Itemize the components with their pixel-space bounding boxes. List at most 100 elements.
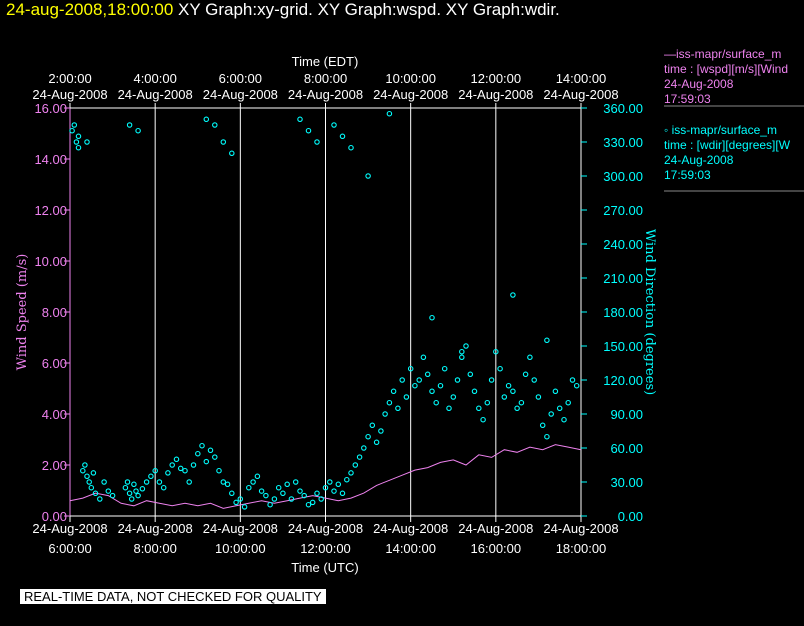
wdir-point xyxy=(224,481,231,488)
wdir-point xyxy=(424,371,431,378)
wdir-point xyxy=(216,467,222,474)
left-tick-label: 8.00 xyxy=(42,305,67,320)
legend-wspd: —iss-mapr/surface_m time : [wspd][m/s][W… xyxy=(664,47,804,107)
wdir-point xyxy=(573,382,580,389)
wdir-point xyxy=(446,405,452,412)
legend-wspd-var: time : [wspd][m/s][Wind xyxy=(664,62,789,76)
wdir-point xyxy=(126,122,133,128)
wdir-point xyxy=(386,110,393,117)
wdir-point xyxy=(220,479,227,485)
right-tick-label: 90.00 xyxy=(610,407,643,422)
wdir-point xyxy=(361,445,367,451)
wdir-point xyxy=(263,492,269,499)
wdir-point xyxy=(535,394,542,400)
wdir-point xyxy=(484,399,491,406)
wdir-point xyxy=(271,496,278,502)
wdir-point xyxy=(395,405,401,412)
bottom-tick-time: 10:00:00 xyxy=(215,541,266,556)
wdir-point xyxy=(135,492,141,499)
right-tick-label: 240.00 xyxy=(603,237,643,252)
wdir-point xyxy=(84,139,90,145)
left-tick-label: 12.00 xyxy=(34,203,67,218)
wdir-point xyxy=(275,484,282,491)
wdir-point xyxy=(280,490,286,497)
legend-wdir-var: time : [wdir][degrees][W xyxy=(664,138,791,152)
wdir-point xyxy=(220,139,227,145)
wdir-point xyxy=(356,454,363,460)
wdir-point xyxy=(186,479,192,485)
top-tick-date: 24-Aug-2008 xyxy=(288,87,363,102)
wdir-point xyxy=(203,116,210,123)
wdir-point xyxy=(348,470,354,476)
wdir-point xyxy=(339,490,346,497)
wdir-point xyxy=(133,488,139,494)
top-tick-time: 12:00:00 xyxy=(471,71,522,86)
wdir-point xyxy=(480,416,486,423)
wdir-point xyxy=(429,314,435,321)
top-tick-time: 6:00:00 xyxy=(219,71,262,86)
wdir-point xyxy=(510,292,516,298)
wdir-point xyxy=(390,388,397,395)
wdir-point xyxy=(92,490,99,497)
wdir-point xyxy=(229,150,235,157)
top-tick-date: 24-Aug-2008 xyxy=(373,87,448,102)
wdir-point xyxy=(258,488,265,494)
wdir-point xyxy=(233,499,239,506)
top-tick-date: 24-Aug-2008 xyxy=(32,87,107,102)
top-tick-date: 24-Aug-2008 xyxy=(543,87,618,102)
wdir-point xyxy=(75,144,82,151)
right-tick-label: 180.00 xyxy=(603,305,643,320)
legend-wspd-source: —iss-mapr/surface_m xyxy=(664,47,782,61)
wdir-point xyxy=(297,116,303,123)
wdir-point xyxy=(69,127,75,134)
wdir-point xyxy=(126,490,133,497)
wdir-point xyxy=(378,428,384,434)
wdir-point xyxy=(407,365,414,372)
wdir-point xyxy=(403,394,410,400)
wdir-point xyxy=(344,476,350,483)
left-tick-label: 14.00 xyxy=(34,152,67,167)
wspd-line xyxy=(69,444,582,509)
wdir-point xyxy=(124,479,131,485)
right-tick-label: 0.00 xyxy=(618,509,643,524)
top-tick-date: 24-Aug-2008 xyxy=(118,87,193,102)
top-tick-time: 2:00:00 xyxy=(48,71,91,86)
right-tick-label: 60.00 xyxy=(610,441,643,456)
wdir-point xyxy=(548,411,554,417)
wdir-point xyxy=(160,484,167,491)
left-tick-label: 16.00 xyxy=(34,101,67,116)
top-tick-date: 24-Aug-2008 xyxy=(458,87,533,102)
wdir-point xyxy=(467,371,474,378)
wdir-point xyxy=(237,496,244,502)
wdir-point xyxy=(148,473,154,480)
bottom-tick-date: 24-Aug-2008 xyxy=(32,521,107,536)
wdir-point xyxy=(199,442,205,449)
wdir-point xyxy=(305,127,312,134)
wdir-point xyxy=(369,422,376,429)
wdir-point xyxy=(476,405,482,412)
wdir-point xyxy=(165,470,171,476)
bottom-tick-date: 24-Aug-2008 xyxy=(288,521,363,536)
wdir-point xyxy=(518,399,525,406)
wdir-point xyxy=(156,479,163,485)
wdir-point xyxy=(471,388,478,395)
top-tick-time: 8:00:00 xyxy=(304,71,347,86)
chart-title: 24-aug-2008,18:00:00 XY Graph:xy-grid. X… xyxy=(6,0,560,20)
wdir-point xyxy=(75,133,82,140)
wdir-point xyxy=(335,481,342,488)
wdir-point xyxy=(373,439,380,446)
bottom-tick-date: 24-Aug-2008 xyxy=(458,521,533,536)
legend-wspd-date: 24-Aug-2008 xyxy=(664,77,734,91)
wdir-point xyxy=(131,481,137,488)
left-tick-label: 2.00 xyxy=(42,458,67,473)
wdir-point xyxy=(292,479,299,485)
right-tick-label: 330.00 xyxy=(603,135,643,150)
wdir-point xyxy=(552,388,559,395)
wspd-series xyxy=(69,444,582,509)
wdir-point xyxy=(556,405,563,412)
wdir-point xyxy=(80,467,86,474)
wdir-point xyxy=(297,488,303,494)
wdir-point xyxy=(441,365,448,372)
wdir-point xyxy=(309,499,316,506)
bottom-tick-date: 24-Aug-2008 xyxy=(543,521,618,536)
